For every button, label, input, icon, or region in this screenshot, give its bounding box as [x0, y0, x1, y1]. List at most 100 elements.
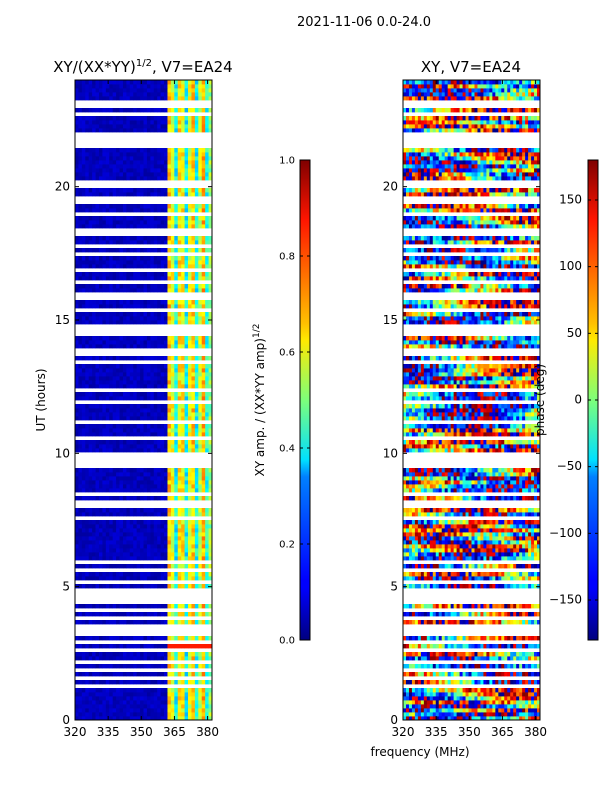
heatmap-cell	[188, 236, 192, 241]
heatmap-cell	[98, 396, 103, 401]
heatmap-cell	[408, 604, 413, 609]
heatmap-cell	[188, 564, 192, 569]
heatmap-cell	[201, 316, 206, 321]
heatmap-cell	[88, 192, 93, 197]
heatmap-cell	[150, 108, 155, 113]
heatmap-cell	[133, 208, 138, 213]
heatmap-cell	[98, 644, 103, 649]
heatmap-cell	[160, 412, 165, 417]
heatmap-cell	[105, 316, 110, 321]
heatmap-cell	[157, 336, 162, 341]
heatmap-cell	[188, 376, 192, 381]
heatmap-cell	[489, 620, 493, 625]
heatmap-cell	[98, 540, 103, 545]
heatmap-cell	[194, 300, 199, 305]
heatmap-cell	[88, 108, 93, 113]
heatmap-cell	[88, 496, 93, 501]
heatmap-cell	[164, 220, 168, 225]
heatmap-cell	[495, 680, 499, 685]
heatmap-cell	[98, 404, 103, 409]
heatmap-cell	[403, 656, 407, 661]
heatmap-cell	[150, 300, 155, 305]
heatmap-cell	[181, 372, 185, 377]
heatmap-cell	[205, 312, 209, 317]
heatmap-cell	[81, 240, 86, 245]
heatmap-cell	[109, 84, 114, 89]
heatmap-cell	[194, 556, 199, 561]
heatmap-cell	[531, 712, 535, 717]
heatmap-cell	[417, 692, 422, 697]
heatmap-cell	[198, 188, 203, 193]
heatmap-cell	[153, 340, 158, 345]
heatmap-cell	[188, 532, 192, 537]
heatmap-cell	[403, 672, 407, 677]
heatmap-cell	[129, 524, 134, 529]
heatmap-cell	[112, 692, 117, 697]
heatmap-cell	[486, 688, 490, 693]
heatmap-cell	[116, 236, 120, 241]
heatmap-cell	[504, 644, 508, 649]
heatmap-cell	[102, 340, 107, 345]
heatmap-cell	[444, 664, 449, 669]
heatmap-cell	[92, 288, 96, 293]
heatmap-cell	[105, 256, 110, 261]
heatmap-cell	[119, 524, 124, 529]
heatmap-cell	[102, 148, 107, 153]
heatmap-cell	[153, 620, 158, 625]
heatmap-cell	[88, 88, 93, 93]
heatmap-cell	[507, 708, 511, 713]
heatmap-cell	[164, 572, 168, 577]
heatmap-cell	[95, 336, 100, 341]
heatmap-cell	[81, 584, 86, 589]
heatmap-cell	[153, 368, 158, 373]
heatmap-cell	[92, 84, 96, 89]
heatmap-cell	[102, 116, 107, 121]
heatmap-cell	[81, 556, 86, 561]
heatmap-cell	[95, 240, 100, 245]
heatmap-cell	[109, 108, 114, 113]
heatmap-cell	[177, 508, 182, 513]
heatmap-cell	[157, 288, 162, 293]
heatmap-cell	[477, 712, 481, 717]
heatmap-cell	[81, 564, 86, 569]
heatmap-cell	[119, 108, 124, 113]
heatmap-cell	[477, 672, 481, 677]
heatmap-cell	[122, 480, 127, 485]
heatmap-cell	[468, 672, 472, 677]
heatmap-cell	[174, 80, 179, 85]
heatmap-cell	[198, 364, 203, 369]
heatmap-cell	[516, 612, 520, 617]
heatmap-cell	[143, 536, 148, 541]
heatmap-cell	[105, 448, 110, 453]
heatmap-cell	[122, 284, 127, 289]
heatmap-cell	[170, 476, 175, 481]
heatmap-cell	[85, 124, 90, 129]
heatmap-cell	[143, 524, 148, 529]
heatmap-cell	[105, 336, 110, 341]
heatmap-cell	[136, 540, 141, 545]
heatmap-cell	[450, 696, 455, 701]
heatmap-cell	[95, 92, 100, 97]
heatmap-cell	[170, 432, 175, 437]
heatmap-cell	[435, 664, 440, 669]
heatmap-cell	[98, 484, 103, 489]
heatmap-cell	[119, 284, 124, 289]
heatmap-cell	[81, 472, 86, 477]
heatmap-cell	[408, 716, 413, 721]
heatmap-cell	[205, 380, 209, 385]
heatmap-cell	[119, 216, 124, 221]
heatmap-cell	[105, 440, 110, 445]
heatmap-cell	[126, 284, 131, 289]
heatmap-cell	[191, 216, 196, 221]
heatmap-cell	[198, 544, 203, 549]
heatmap-cell	[119, 444, 124, 449]
heatmap-cell	[143, 320, 148, 325]
heatmap-cell	[119, 208, 124, 213]
heatmap-cell	[88, 404, 93, 409]
heatmap-cell	[480, 712, 484, 717]
heatmap-cell	[119, 380, 124, 385]
heatmap-cell	[181, 664, 185, 669]
heatmap-cell	[208, 472, 213, 477]
heatmap-cell	[133, 128, 138, 133]
heatmap-cell	[85, 544, 90, 549]
